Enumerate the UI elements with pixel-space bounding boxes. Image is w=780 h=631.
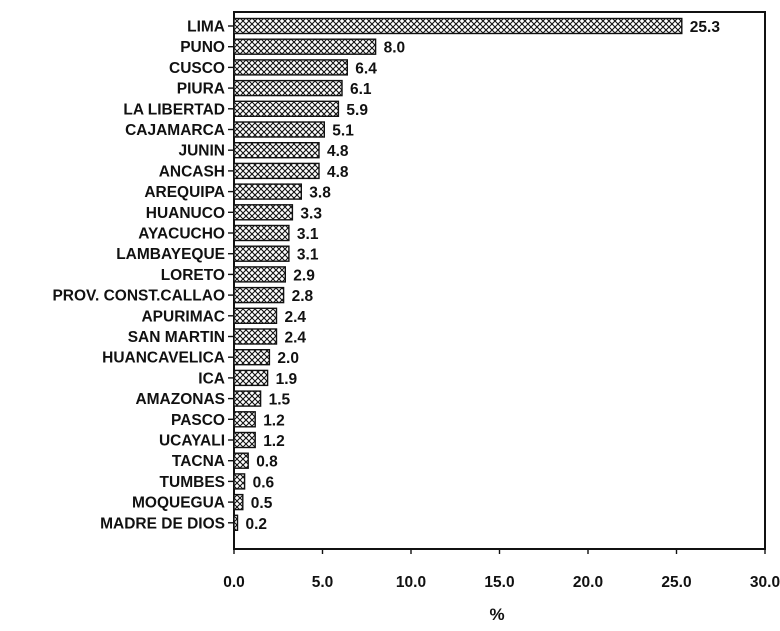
category-label: PIURA [177, 81, 225, 98]
category-label: TUMBES [160, 474, 225, 491]
value-label: 1.2 [263, 412, 285, 429]
value-label: 3.3 [300, 205, 322, 222]
category-label: UCAYALI [159, 433, 225, 450]
x-tick-label: 30.0 [750, 574, 780, 591]
category-label: PASCO [171, 412, 225, 429]
value-label: 2.8 [292, 288, 314, 305]
category-label: HUANCAVELICA [102, 350, 225, 367]
value-label: 2.4 [285, 330, 307, 347]
x-tick-label: 10.0 [396, 574, 426, 591]
category-label: ICA [198, 370, 225, 387]
bar [233, 307, 278, 324]
x-tick-label: 0.0 [223, 574, 245, 591]
x-tick-label: 20.0 [573, 574, 603, 591]
value-label: 1.2 [263, 433, 285, 450]
category-label: LA LIBERTAD [123, 101, 225, 118]
category-label: LORETO [161, 267, 225, 284]
bar [233, 328, 278, 345]
category-label: TACNA [172, 453, 225, 470]
value-label: 1.5 [269, 392, 291, 409]
x-tick-label: 15.0 [484, 574, 514, 591]
value-label: 4.8 [327, 164, 349, 181]
bar [233, 141, 320, 159]
category-label: MOQUEGUA [132, 495, 225, 512]
bar [233, 100, 340, 118]
bar [233, 266, 286, 283]
category-label: SAN MARTIN [128, 329, 225, 346]
bar [233, 38, 377, 55]
value-label: 0.5 [251, 495, 273, 512]
value-label: 1.9 [276, 371, 298, 388]
value-label: 5.9 [346, 102, 368, 119]
category-label: PROV. CONST.CALLAO [52, 288, 225, 305]
x-tick-label: 5.0 [312, 574, 334, 591]
bar [233, 286, 285, 304]
category-label: ANCASH [159, 163, 225, 180]
category-label: AMAZONAS [135, 391, 225, 408]
category-label: LAMBAYEQUE [116, 246, 225, 263]
value-label: 3.1 [297, 247, 319, 264]
x-axis-ticks: 0.0 5.0 10.0 15.0 20.0 25.0 30.0 [223, 549, 780, 591]
value-label: 25.3 [690, 19, 721, 36]
category-label: CUSCO [169, 60, 225, 77]
value-label: 5.1 [332, 123, 354, 140]
bar [233, 59, 349, 76]
value-label: 2.0 [277, 350, 299, 367]
value-label: 0.2 [246, 516, 268, 533]
value-label: 3.1 [297, 226, 319, 243]
category-label: PUNO [180, 39, 225, 56]
category-labels: LIMA PUNO CUSCO PIURA LA LIBERTAD CAJAMARCA JU… [52, 19, 234, 532]
bar [233, 431, 256, 449]
bar [233, 473, 246, 490]
value-label: 4.8 [327, 143, 349, 160]
category-label: APURIMAC [141, 308, 225, 325]
bar [233, 369, 269, 387]
bar [233, 79, 343, 97]
bar [233, 514, 239, 531]
category-label: AYACUCHO [138, 226, 225, 243]
value-label: 6.1 [350, 81, 372, 98]
value-label: 8.0 [384, 40, 406, 57]
value-label: 2.4 [285, 309, 307, 326]
value-labels: 25.3 8.0 6.4 6.1 5.9 5.1 4.8 4.8 3.8 3.3 3.1 3.1 2.9… [246, 19, 721, 533]
value-label: 6.4 [355, 60, 377, 77]
category-label: MADRE DE DIOS [100, 515, 225, 532]
bar [233, 162, 320, 180]
bar [233, 452, 249, 469]
category-label: AREQUIPA [144, 184, 225, 201]
value-label: 3.8 [309, 185, 331, 202]
bar [233, 224, 290, 242]
bar [233, 183, 303, 200]
bar [233, 17, 683, 35]
value-label: 0.6 [253, 474, 275, 491]
bar [233, 245, 290, 262]
category-label: LIMA [187, 19, 225, 36]
category-label: CAJAMARCA [125, 122, 225, 139]
bar [233, 411, 256, 428]
bar [233, 121, 326, 138]
category-label: JUNIN [178, 143, 225, 160]
bar [233, 349, 271, 366]
bar [233, 204, 294, 221]
x-axis-title: % [489, 605, 504, 624]
bar [233, 390, 262, 407]
value-label: 0.8 [256, 454, 278, 471]
category-label: HUANUCO [146, 205, 225, 222]
bars-group [233, 17, 683, 531]
x-tick-label: 25.0 [661, 574, 691, 591]
bar [233, 493, 244, 511]
value-label: 2.9 [293, 267, 315, 284]
